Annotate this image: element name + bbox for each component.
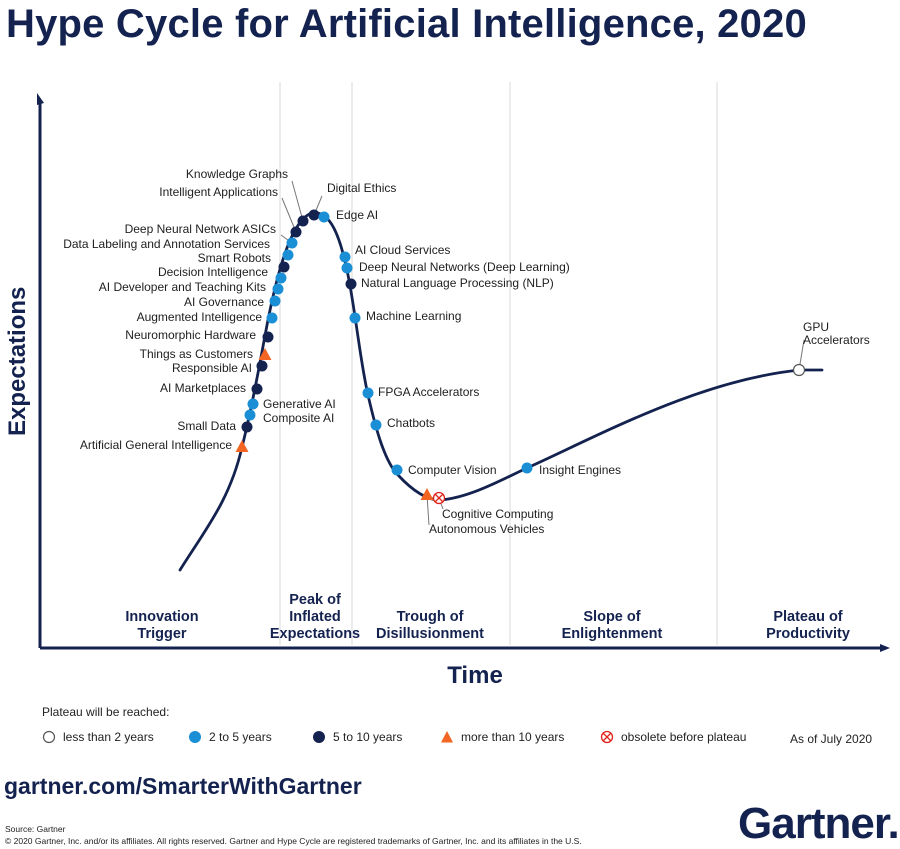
marker-generative-ai: [247, 398, 259, 410]
marker-digital-ethics: [308, 209, 320, 221]
label-responsible-ai: Responsible AI: [172, 361, 252, 375]
label-deep-neural-network-asics: Deep Neural Network ASICs: [125, 222, 276, 236]
label-computer-vision: Computer Vision: [408, 463, 497, 477]
marker-fpga-accelerators: [362, 387, 374, 399]
legend-label: less than 2 years: [63, 730, 154, 744]
label-decision-intelligence: Decision Intelligence: [158, 265, 268, 279]
legend-item-more-than-10: more than 10 years: [440, 730, 564, 744]
label-digital-ethics: Digital Ethics: [327, 181, 396, 195]
legend-label: 5 to 10 years: [333, 730, 403, 744]
marker-computer-vision: [391, 464, 403, 476]
label-gpu-accelerators: GPU Accelerators: [803, 320, 870, 347]
legend-item-5-to-10: 5 to 10 years: [312, 730, 402, 744]
marker-augmented-intelligence: [266, 312, 278, 324]
marker-ai-marketplaces: [251, 383, 263, 395]
marker-intelligent-applications: [290, 226, 302, 238]
legend-item-obsolete: obsolete before plateau: [600, 730, 746, 744]
x-axis-arrow: [880, 644, 890, 652]
label-things-as-customers: Things as Customers: [140, 347, 253, 361]
legend-label: more than 10 years: [461, 730, 565, 744]
legend-label: 2 to 5 years: [209, 730, 272, 744]
page-title: Hype Cycle for Artificial Intelligence, …: [6, 2, 807, 46]
y-axis-label: Expectations: [4, 286, 31, 436]
legend-item-2-to-5: 2 to 5 years: [188, 730, 272, 744]
label-knowledge-graphs: Knowledge Graphs: [186, 167, 288, 181]
marker-gpu-accelerators: [792, 363, 806, 377]
label-smart-robots: Smart Robots: [198, 251, 271, 265]
phase-slope-of-enlightenment: Slope of Enlightenment: [561, 609, 663, 642]
orange-triangle-icon: [441, 731, 453, 743]
label-composite-ai: Composite AI: [263, 411, 334, 425]
label-ai-developer-and-teaching-kits: AI Developer and Teaching Kits: [99, 280, 266, 294]
phase-peak-of-inflated-expectations: Peak of Inflated Expectations: [269, 592, 361, 642]
label-artificial-general-intelligence: Artificial General Intelligence: [80, 438, 232, 452]
label-natural-language-processing: Natural Language Processing (NLP): [361, 276, 554, 290]
phase-innovation-trigger: Innovation Trigger: [125, 609, 199, 642]
x-axis-label: Time: [447, 662, 503, 689]
label-autonomous-vehicles: Autonomous Vehicles: [429, 522, 544, 536]
label-ai-marketplaces: AI Marketplaces: [160, 381, 246, 395]
label-cognitive-computing: Cognitive Computing: [442, 507, 553, 521]
marker-chatbots: [370, 419, 382, 431]
label-data-labeling-and-annotation-services: Data Labeling and Annotation Services: [63, 237, 270, 251]
marker-cognitive-computing: [432, 491, 446, 505]
label-deep-neural-networks: Deep Neural Networks (Deep Learning): [359, 260, 570, 274]
marker-ai-developer-and-teaching-kits: [272, 283, 284, 295]
label-ai-governance: AI Governance: [184, 295, 264, 309]
marker-deep-neural-networks: [341, 262, 353, 274]
marker-composite-ai: [244, 409, 256, 421]
gartner-logo: Gartner.: [738, 799, 900, 848]
label-generative-ai: Generative AI: [263, 397, 336, 411]
legend-item-less-than-2: less than 2 years: [42, 730, 154, 744]
light-blue-dot-icon: [189, 731, 201, 743]
marker-autonomous-vehicles: [420, 488, 434, 500]
label-fpga-accelerators: FPGA Accelerators: [378, 385, 479, 399]
label-ai-cloud-services: AI Cloud Services: [355, 243, 450, 257]
marker-machine-learning: [349, 312, 361, 324]
marker-deep-neural-network-asics: [286, 237, 298, 249]
marker-decision-intelligence: [275, 272, 287, 284]
marker-artificial-general-intelligence: [235, 440, 249, 452]
marker-smart-robots: [278, 261, 290, 273]
marker-natural-language-processing: [345, 278, 357, 290]
crossed-circle-icon: [600, 730, 614, 744]
marker-ai-cloud-services: [339, 251, 351, 263]
marker-knowledge-graphs: [297, 215, 309, 227]
marker-ai-governance: [269, 295, 281, 307]
label-insight-engines: Insight Engines: [539, 463, 621, 477]
marker-insight-engines: [521, 462, 533, 474]
label-neuromorphic-hardware: Neuromorphic Hardware: [125, 328, 256, 342]
label-augmented-intelligence: Augmented Intelligence: [137, 310, 263, 324]
leader-line: [291, 180, 304, 222]
phase-trough-of-disillusionment: Trough of Disillusionment: [376, 609, 484, 642]
label-machine-learning: Machine Learning: [366, 309, 461, 323]
marker-edge-ai: [318, 211, 330, 223]
label-small-data: Small Data: [177, 419, 236, 433]
label-intelligent-applications: Intelligent Applications: [159, 185, 278, 199]
label-chatbots: Chatbots: [387, 416, 435, 430]
marker-responsible-ai: [256, 360, 268, 372]
marker-neuromorphic-hardware: [262, 331, 274, 343]
copyright-note: © 2020 Gartner, Inc. and/or its affiliat…: [5, 836, 582, 846]
legend-heading: Plateau will be reached:: [42, 705, 170, 719]
label-edge-ai: Edge AI: [336, 208, 378, 222]
leader-line: [281, 197, 297, 233]
source-note: Source: Gartner: [5, 824, 66, 834]
marker-things-as-customers: [258, 348, 272, 360]
as-of-date: As of July 2020: [790, 732, 873, 746]
navy-dot-icon: [313, 731, 325, 743]
y-axis-arrow: [37, 93, 44, 105]
legend-label: obsolete before plateau: [621, 730, 747, 744]
hype-cycle-diagram: Artificial General Intelligence Small Dat…: [37, 82, 890, 652]
open-circle-icon: [42, 730, 56, 744]
phase-plateau-of-productivity: Plateau of Productivity: [766, 609, 850, 642]
marker-small-data: [241, 421, 253, 433]
marker-data-labeling-and-annotation-services: [282, 249, 294, 261]
website-link[interactable]: gartner.com/SmarterWithGartner: [4, 773, 362, 799]
